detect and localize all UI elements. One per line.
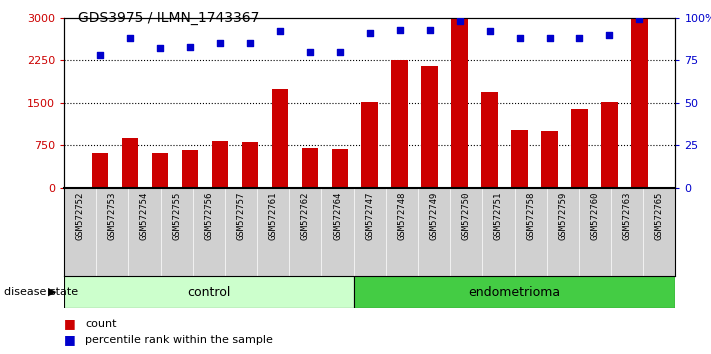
Bar — [481, 92, 498, 188]
Text: GSM572760: GSM572760 — [591, 192, 599, 240]
Text: GDS3975 / ILMN_1743367: GDS3975 / ILMN_1743367 — [78, 11, 260, 25]
Point — [124, 35, 136, 41]
Bar — [92, 153, 108, 188]
Text: GSM572764: GSM572764 — [333, 192, 342, 240]
Point — [484, 28, 496, 34]
Point — [274, 28, 286, 34]
Bar — [301, 148, 318, 188]
Bar — [602, 102, 618, 188]
Bar — [353, 276, 675, 308]
Text: GSM572749: GSM572749 — [429, 192, 439, 240]
Point — [514, 35, 525, 41]
Point — [244, 40, 255, 46]
Bar — [571, 109, 588, 188]
Text: GSM572748: GSM572748 — [397, 192, 407, 240]
Text: GSM572758: GSM572758 — [526, 192, 535, 240]
Point — [304, 49, 316, 55]
Point — [394, 27, 405, 33]
Text: ■: ■ — [64, 318, 76, 330]
Text: GSM572757: GSM572757 — [237, 192, 245, 240]
Text: ■: ■ — [64, 333, 76, 346]
Text: GSM572761: GSM572761 — [269, 192, 278, 240]
Bar — [212, 141, 228, 188]
Bar — [422, 66, 438, 188]
Text: endometrioma: endometrioma — [469, 286, 560, 298]
Bar — [631, 19, 648, 188]
Point — [334, 49, 346, 55]
Bar — [511, 130, 528, 188]
Bar — [392, 60, 408, 188]
Text: GSM572765: GSM572765 — [655, 192, 664, 240]
Text: disease state: disease state — [4, 287, 77, 297]
Bar — [242, 142, 258, 188]
Text: GSM572756: GSM572756 — [204, 192, 213, 240]
Text: GSM572759: GSM572759 — [558, 192, 567, 240]
Bar — [451, 19, 468, 188]
Point — [154, 45, 166, 51]
Bar — [64, 276, 353, 308]
Point — [604, 32, 615, 38]
Bar — [182, 150, 198, 188]
Bar — [151, 153, 169, 188]
Text: percentile rank within the sample: percentile rank within the sample — [85, 335, 273, 345]
Point — [364, 30, 375, 36]
Bar — [331, 149, 348, 188]
Text: ▶: ▶ — [48, 287, 57, 297]
Bar — [122, 138, 138, 188]
Point — [214, 40, 225, 46]
Text: GSM572762: GSM572762 — [301, 192, 310, 240]
Text: GSM572753: GSM572753 — [108, 192, 117, 240]
Text: GSM572750: GSM572750 — [461, 192, 471, 240]
Text: GSM572752: GSM572752 — [75, 192, 85, 240]
Point — [184, 44, 196, 50]
Point — [544, 35, 555, 41]
Text: GSM572751: GSM572751 — [494, 192, 503, 240]
Text: GSM572754: GSM572754 — [140, 192, 149, 240]
Text: control: control — [187, 286, 230, 298]
Text: GSM572747: GSM572747 — [365, 192, 374, 240]
Point — [95, 52, 106, 58]
Point — [454, 18, 465, 24]
Bar — [541, 131, 557, 188]
Bar — [272, 88, 288, 188]
Text: GSM572763: GSM572763 — [623, 192, 631, 240]
Text: GSM572755: GSM572755 — [172, 192, 181, 240]
Point — [574, 35, 585, 41]
Bar — [361, 102, 378, 188]
Text: count: count — [85, 319, 117, 329]
Point — [634, 17, 645, 22]
Point — [424, 27, 435, 33]
